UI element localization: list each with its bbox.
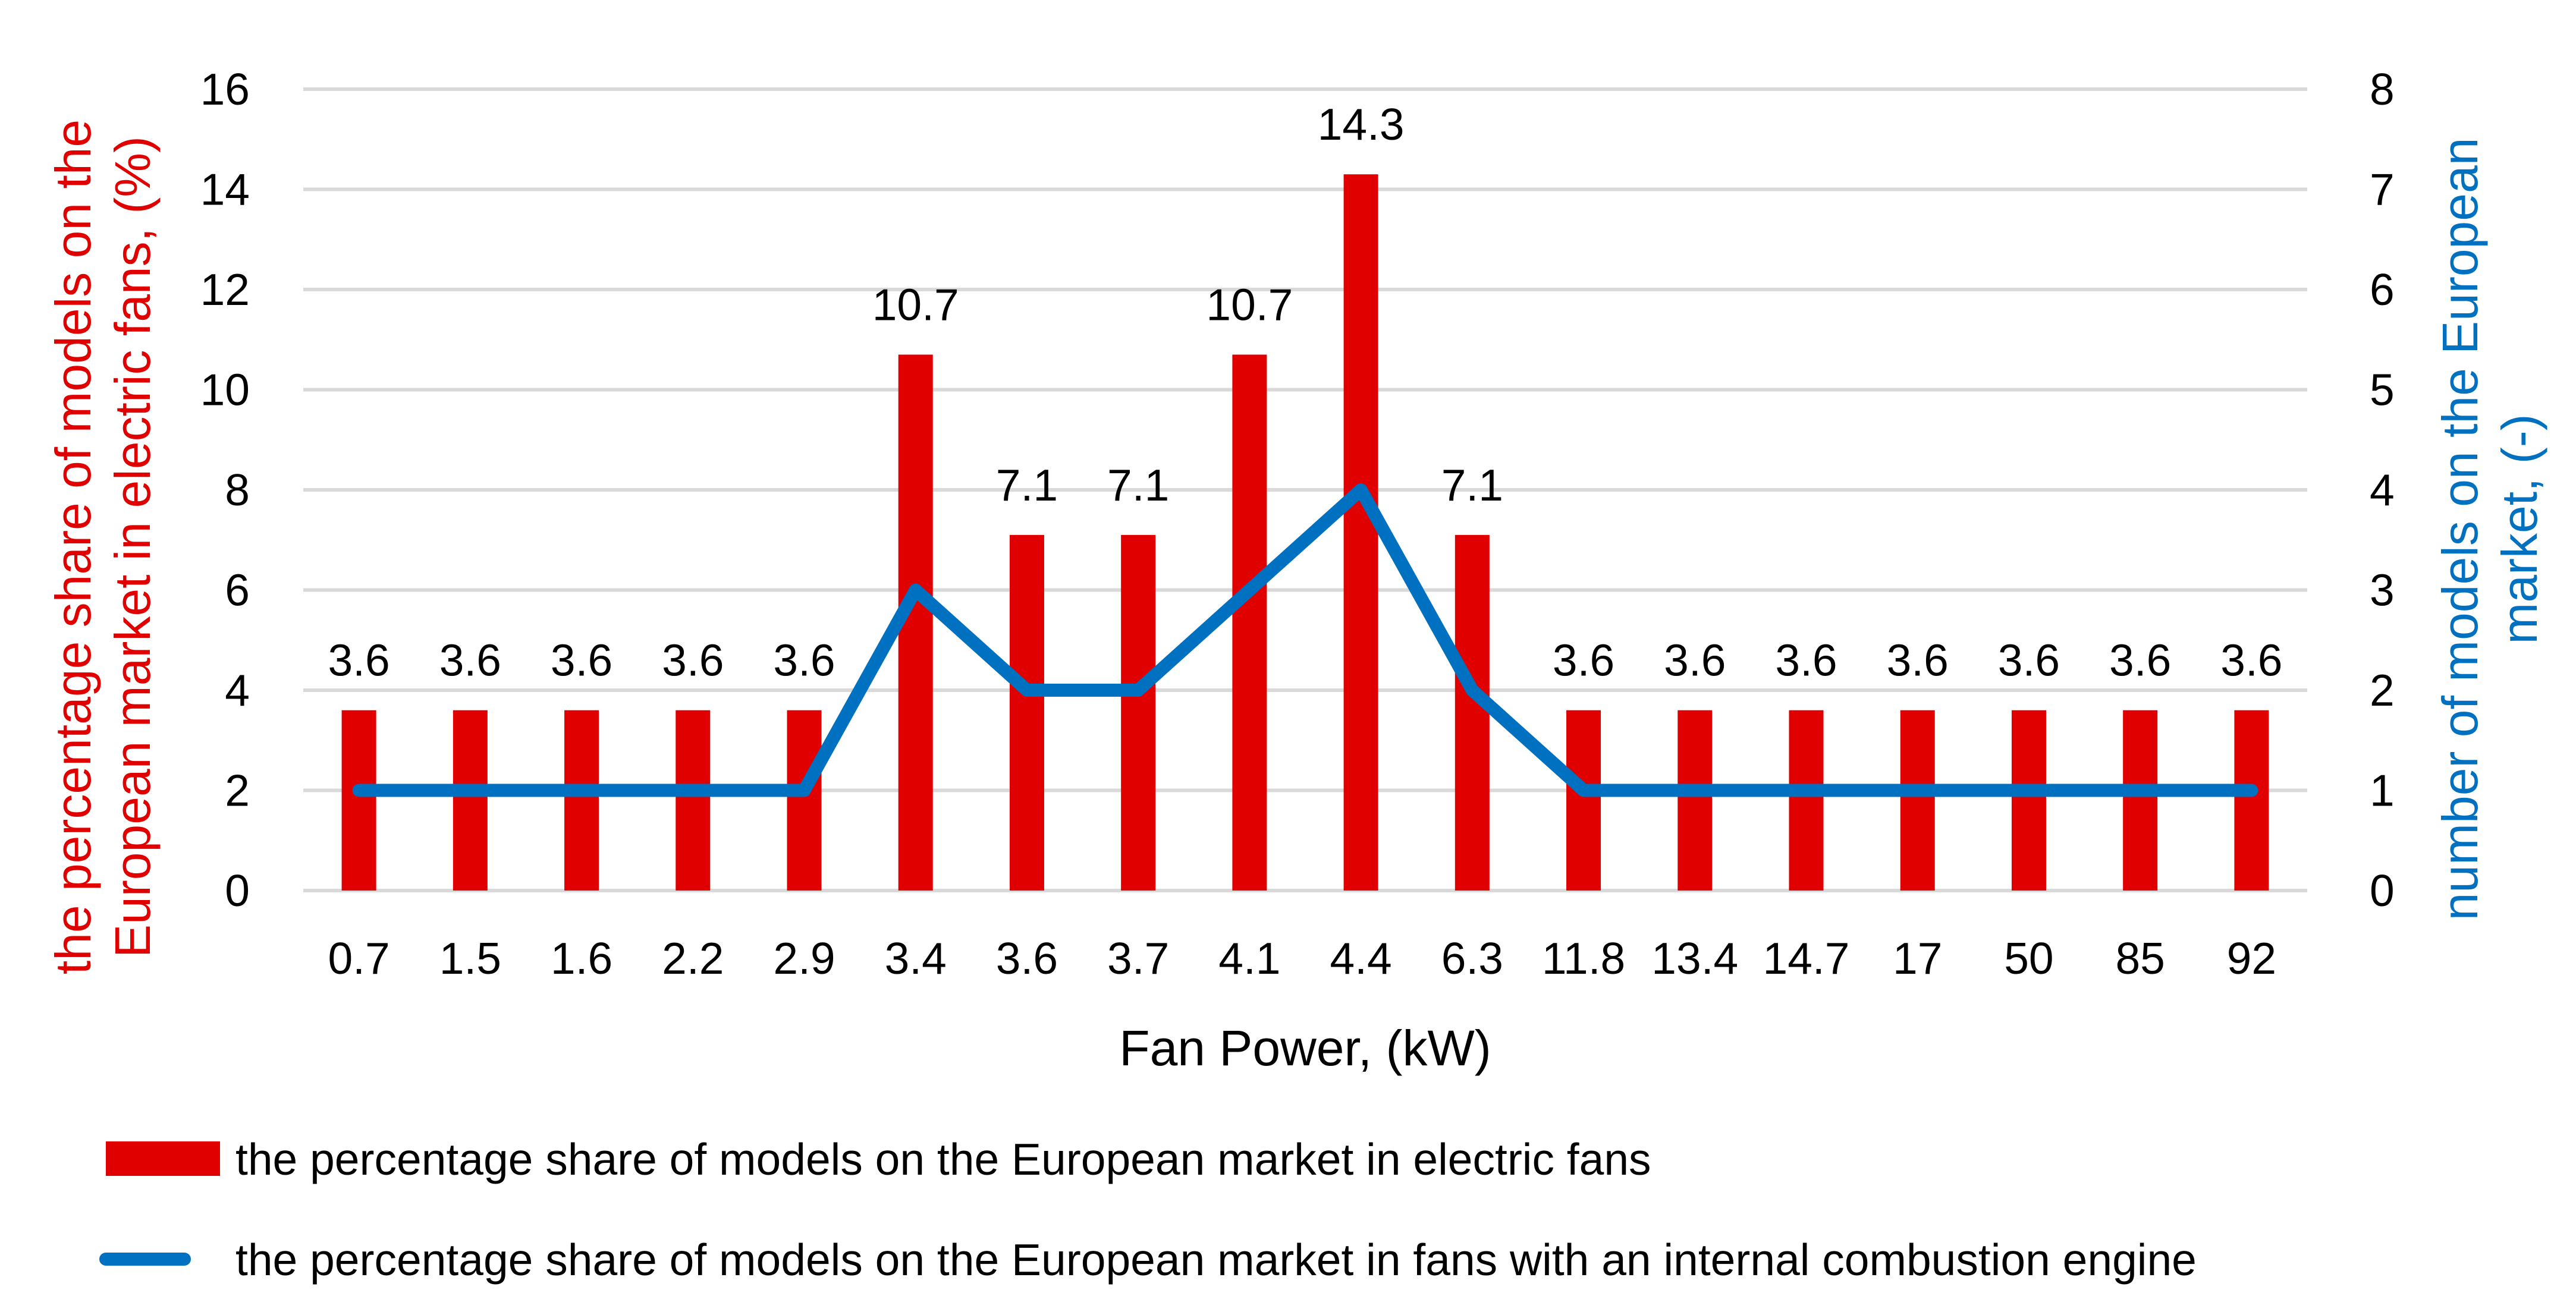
x-tick-label: 2.9 (773, 933, 835, 983)
x-tick-label: 13.4 (1651, 933, 1738, 983)
bar-data-label: 3.6 (662, 636, 724, 685)
left-axis-ticks: 0 2 4 6 8 10 12 14 16 (200, 64, 250, 916)
bar (1789, 710, 1824, 891)
bar-data-label: 14.3 (1318, 99, 1405, 149)
right-tick-label: 7 (2370, 165, 2395, 215)
right-tick-label: 0 (2370, 866, 2395, 916)
gridlines (303, 87, 2307, 892)
bar-data-label: 10.7 (872, 280, 959, 330)
x-tick-label: 2.2 (662, 933, 724, 983)
x-tick-label: 14.7 (1763, 933, 1850, 983)
left-axis-title-line2: European market in electric fans, (%) (105, 136, 161, 958)
x-tick-label: 0.7 (328, 933, 389, 983)
bar-data-label: 7.1 (996, 460, 1058, 510)
bar (1455, 534, 1490, 891)
bar (1900, 710, 1935, 891)
right-tick-label: 2 (2370, 665, 2395, 715)
left-tick-label: 2 (225, 766, 250, 816)
x-tick-label: 3.4 (885, 933, 947, 983)
left-axis-title-line1: the percentage share of models on the (45, 119, 101, 974)
bar (1121, 534, 1156, 891)
right-tick-label: 3 (2370, 565, 2395, 615)
right-axis-ticks: 0 1 2 3 4 5 6 7 8 (2370, 64, 2395, 916)
x-tick-label: 3.6 (996, 933, 1058, 983)
bar (787, 710, 822, 891)
x-axis-title: Fan Power, (kW) (1119, 1020, 1491, 1076)
x-tick-label: 1.5 (439, 933, 501, 983)
bar-data-label: 3.6 (1775, 636, 1837, 685)
legend: the percentage share of models on the Eu… (99, 1134, 2197, 1285)
x-axis-ticks: 0.7 1.5 1.6 2.2 2.9 3.4 3.6 3.7 4.1 4.4 6.3 11.8 13.… (328, 933, 2276, 983)
legend-bar-swatch (106, 1141, 220, 1176)
right-tick-label: 6 (2370, 265, 2395, 314)
x-tick-label: 4.1 (1218, 933, 1280, 983)
bar (453, 710, 488, 891)
bar (564, 710, 599, 891)
series-line (352, 483, 2258, 797)
bar (2011, 710, 2046, 891)
x-tick-label: 85 (2115, 933, 2165, 983)
bar (341, 710, 376, 891)
bar-data-label: 7.1 (1107, 460, 1169, 510)
bar (2234, 710, 2269, 891)
bar-data-label: 3.6 (773, 636, 835, 685)
left-tick-label: 16 (200, 64, 250, 114)
x-tick-label: 17 (1893, 933, 1942, 983)
left-tick-label: 10 (200, 365, 250, 415)
right-tick-label: 5 (2370, 365, 2395, 415)
bar-data-label: 7.1 (1441, 460, 1503, 510)
x-tick-label: 50 (2004, 933, 2053, 983)
legend-bar-label: the percentage share of models on the Eu… (235, 1134, 1651, 1184)
left-tick-label: 14 (200, 165, 250, 215)
bar-data-label: 3.6 (328, 636, 389, 685)
bar-data-label: 3.6 (1887, 636, 1949, 685)
bar-data-labels: 3.6 3.6 3.6 3.6 3.6 10.7 7.1 7.1 10.7 14.3 7.1 3.6 3… (328, 99, 2282, 685)
bar (676, 710, 711, 891)
left-tick-label: 6 (225, 565, 250, 615)
bar-data-label: 10.7 (1206, 280, 1293, 330)
left-tick-label: 12 (200, 265, 250, 314)
x-tick-label: 3.7 (1107, 933, 1169, 983)
bar-data-label: 3.6 (439, 636, 501, 685)
bar (2123, 710, 2158, 891)
bar (1343, 174, 1378, 891)
x-tick-label: 1.6 (551, 933, 612, 983)
x-tick-label: 11.8 (1542, 933, 1625, 983)
right-axis-title-line1: number of models on the European (2432, 138, 2488, 921)
bar (1566, 710, 1601, 891)
right-tick-label: 8 (2370, 64, 2395, 114)
left-tick-label: 0 (225, 866, 250, 916)
left-tick-label: 4 (225, 665, 250, 715)
bar-data-label: 3.6 (2109, 636, 2171, 685)
bar-data-label: 3.6 (1664, 636, 1726, 685)
x-tick-label: 6.3 (1441, 933, 1503, 983)
bar (1009, 534, 1044, 891)
right-axis-title-line2: market, (-) (2492, 414, 2547, 644)
x-tick-label: 92 (2227, 933, 2276, 983)
legend-line-label: the percentage share of models on the Eu… (235, 1235, 2197, 1285)
right-tick-label: 4 (2370, 465, 2395, 515)
x-tick-label: 4.4 (1330, 933, 1391, 983)
bar-data-label: 3.6 (2220, 636, 2282, 685)
bar-data-label: 3.6 (1998, 636, 2060, 685)
bar (1232, 354, 1267, 891)
right-tick-label: 1 (2370, 766, 2395, 816)
bar-data-label: 3.6 (1553, 636, 1614, 685)
line-series (352, 483, 2258, 797)
bar (1677, 710, 1713, 891)
bar-data-label: 3.6 (551, 636, 612, 685)
left-tick-label: 8 (225, 465, 250, 515)
